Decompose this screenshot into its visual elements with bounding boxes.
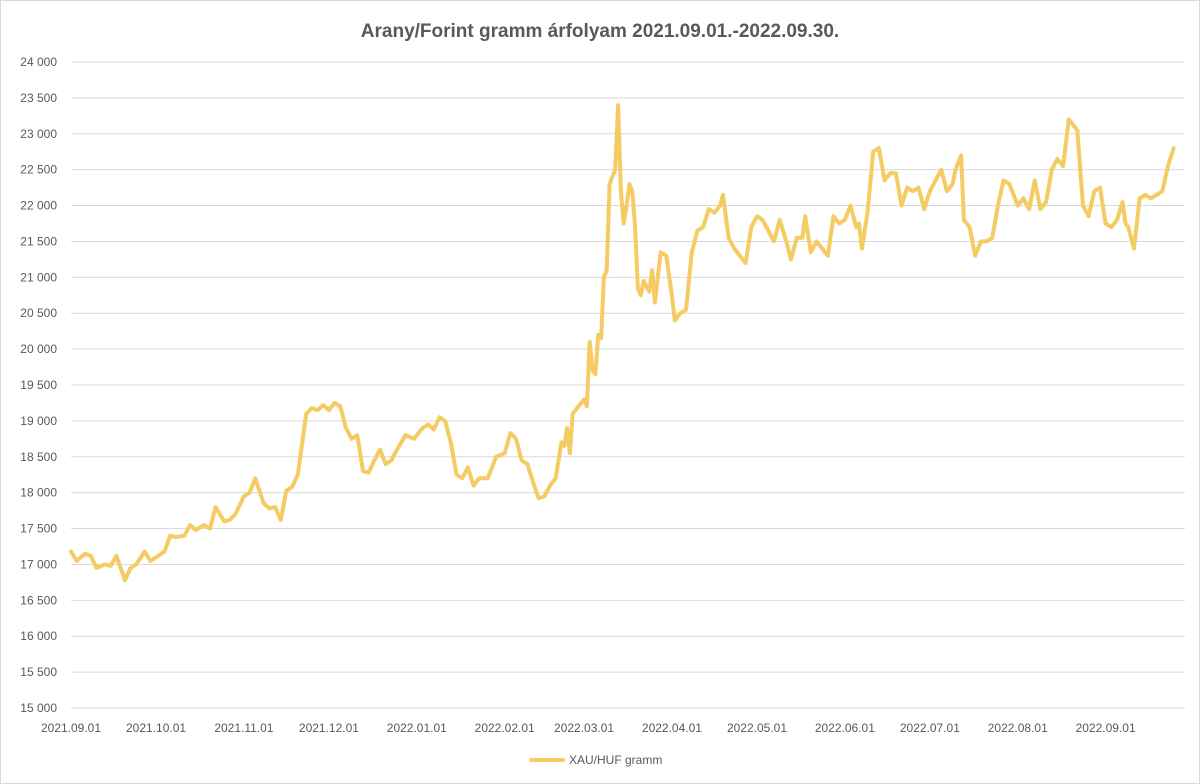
x-tick-label: 2022.06.01 [815, 721, 875, 735]
x-tick-label: 2022.03.01 [554, 721, 614, 735]
x-tick-label: 2021.11.01 [214, 721, 273, 735]
y-tick-label: 20 000 [20, 342, 57, 356]
x-tick-label: 2022.05.01 [727, 721, 787, 735]
y-tick-label: 15 500 [20, 665, 57, 679]
y-tick-label: 17 500 [20, 522, 57, 536]
y-tick-label: 24 000 [20, 55, 57, 69]
y-tick-label: 15 000 [20, 701, 57, 715]
legend: XAU/HUF gramm [529, 753, 662, 767]
y-tick-label: 18 500 [20, 450, 57, 464]
x-tick-label: 2022.01.01 [387, 721, 447, 735]
y-tick-label: 22 000 [20, 199, 57, 213]
y-tick-label: 21 500 [20, 234, 57, 248]
x-tick-label: 2021.10.01 [126, 721, 186, 735]
y-tick-label: 17 000 [20, 557, 57, 571]
y-axis-tick-labels: 15 000 15 500 16 000 16 500 17 000 17 500 18 0… [20, 55, 57, 715]
x-tick-label: 2021.12.01 [299, 721, 359, 735]
y-tick-label: 20 500 [20, 306, 57, 320]
y-tick-label: 23 500 [20, 91, 57, 105]
x-tick-label: 2022.09.01 [1076, 721, 1136, 735]
gridlines [71, 61, 1185, 709]
y-tick-label: 22 500 [20, 163, 57, 177]
y-tick-label: 16 500 [20, 593, 57, 607]
x-tick-label: 2022.02.01 [475, 721, 535, 735]
y-tick-label: 23 000 [20, 127, 57, 141]
x-tick-label: 2022.08.01 [988, 721, 1048, 735]
x-tick-label: 2021.09.01 [41, 721, 101, 735]
x-tick-label: 2022.04.01 [642, 721, 702, 735]
y-tick-label: 18 000 [20, 486, 57, 500]
chart-title: Arany/Forint gramm árfolyam 2021.09.01.-… [361, 21, 839, 42]
series-line-xau-huf [69, 103, 1176, 583]
legend-label-xau-huf: XAU/HUF gramm [569, 753, 662, 767]
x-axis-tick-labels: 2021.09.01 2021.10.01 2021.11.01 2021.12.01… [41, 721, 1136, 735]
y-tick-label: 21 000 [20, 270, 57, 284]
y-tick-label: 16 000 [20, 629, 57, 643]
series-group [69, 103, 1176, 583]
y-tick-label: 19 500 [20, 378, 57, 392]
x-tick-label: 2022.07.01 [900, 721, 960, 735]
y-tick-label: 19 000 [20, 414, 57, 428]
